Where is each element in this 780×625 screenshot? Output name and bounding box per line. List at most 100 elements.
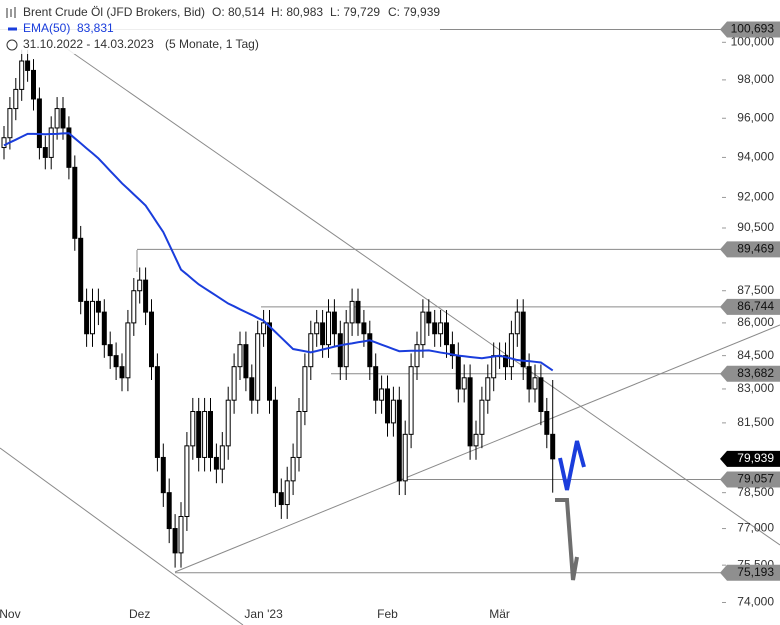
clock-icon <box>6 39 18 51</box>
price-tag-label: 86,744 <box>737 299 774 313</box>
y-tick-label: 90,500 <box>737 220 774 234</box>
price-tag <box>720 21 780 38</box>
candle-body <box>402 433 408 482</box>
y-tick-label: 87,500 <box>737 283 774 297</box>
candle-body <box>420 311 426 346</box>
candle-body <box>550 433 556 460</box>
candle-body <box>113 355 119 368</box>
candle-body <box>72 166 78 239</box>
candle-body <box>237 344 243 368</box>
candle-body <box>414 344 420 368</box>
y-tick-label: 78,500 <box>737 485 774 499</box>
candle-body <box>308 333 314 368</box>
candle-body <box>255 333 261 401</box>
candle-body <box>396 399 402 482</box>
candle-body <box>326 311 331 346</box>
ohlc: O: 80,514 <box>212 5 265 19</box>
candle-body <box>302 366 308 413</box>
price-tag-label: 83,682 <box>737 366 774 380</box>
candle-body <box>491 355 497 379</box>
candle-body <box>196 411 202 458</box>
candle-body <box>379 388 385 401</box>
candle-body <box>190 411 196 447</box>
trendline <box>59 43 780 546</box>
candle-body <box>90 300 95 335</box>
candle-body <box>208 411 213 458</box>
trendline <box>174 324 780 573</box>
candle-icon <box>6 7 16 18</box>
y-tick-label: 92,000 <box>737 190 774 204</box>
y-tick-label: 96,000 <box>737 110 774 124</box>
price-tag-label: 75,193 <box>737 565 774 579</box>
candle-body <box>84 300 90 335</box>
candle-body <box>337 333 343 368</box>
y-tick-label: 81,500 <box>737 415 774 429</box>
candle-body <box>467 377 473 447</box>
candle-body <box>213 456 219 470</box>
candle-body <box>314 322 320 335</box>
candle-body <box>290 456 296 482</box>
candle-body <box>449 344 455 357</box>
price-tag <box>720 564 780 581</box>
candle-body <box>267 322 272 401</box>
candle-body <box>355 300 361 324</box>
candle-body <box>225 399 231 447</box>
candle-body <box>331 311 337 335</box>
candle-body <box>243 344 249 379</box>
y-tick-label: 86,000 <box>737 315 774 329</box>
ema-line <box>3 132 554 372</box>
header-bg <box>0 0 440 54</box>
price-tag <box>720 241 780 258</box>
candle-body <box>284 480 290 506</box>
legend-value: 83,831 <box>77 21 114 35</box>
price-tag <box>720 471 780 488</box>
candle-body <box>526 366 532 390</box>
candle-body <box>438 322 444 335</box>
candle-body <box>544 411 550 435</box>
candle-body <box>7 108 13 139</box>
projection-arrow <box>558 440 586 491</box>
x-tick-label: Nov <box>0 607 21 621</box>
period: (5 Monate, 1 Tag) <box>165 37 259 51</box>
candle-body <box>137 279 143 292</box>
candle-body <box>172 528 178 554</box>
candle-body <box>408 366 414 435</box>
date-range: 31.10.2022 - 14.03.2023 <box>23 37 154 51</box>
candle-body <box>119 366 125 379</box>
instrument-title: Brent Crude Öl (JFD Brokers, Bid) <box>23 5 205 19</box>
candle-body <box>219 445 225 470</box>
y-tick-label: 98,000 <box>737 72 774 86</box>
candle-body <box>101 311 107 346</box>
candle-body <box>320 322 326 346</box>
candle-body <box>473 433 479 447</box>
candle-body <box>178 516 184 554</box>
candle-body <box>508 333 514 368</box>
legend-name: EMA(50) <box>23 21 70 35</box>
x-tick-label: Jan '23 <box>244 607 283 621</box>
candle-body <box>272 399 278 494</box>
ohlc: C: 79,939 <box>388 5 440 19</box>
candle-body <box>48 127 54 158</box>
candle-body <box>520 311 526 368</box>
candle-body <box>202 411 208 458</box>
candle-body <box>455 355 461 390</box>
candle-body <box>125 322 131 379</box>
ohlc: H: 80,983 <box>271 5 323 19</box>
candle-body <box>66 127 72 168</box>
candle-body <box>149 311 154 368</box>
y-tick-label: 94,000 <box>737 150 774 164</box>
candle-body <box>249 377 255 401</box>
candle-body <box>538 377 544 413</box>
ohlc: L: 79,729 <box>330 5 380 19</box>
price-tag <box>720 298 780 315</box>
candle-body <box>1 137 7 149</box>
candle-body <box>426 311 432 324</box>
candle-body <box>373 366 379 401</box>
y-tick-label: 84,500 <box>737 348 774 362</box>
projection-arrow <box>555 498 579 581</box>
candle-body <box>231 366 237 401</box>
candle-body <box>296 411 302 458</box>
candle-body <box>361 322 367 335</box>
x-tick-label: Dez <box>129 607 150 621</box>
